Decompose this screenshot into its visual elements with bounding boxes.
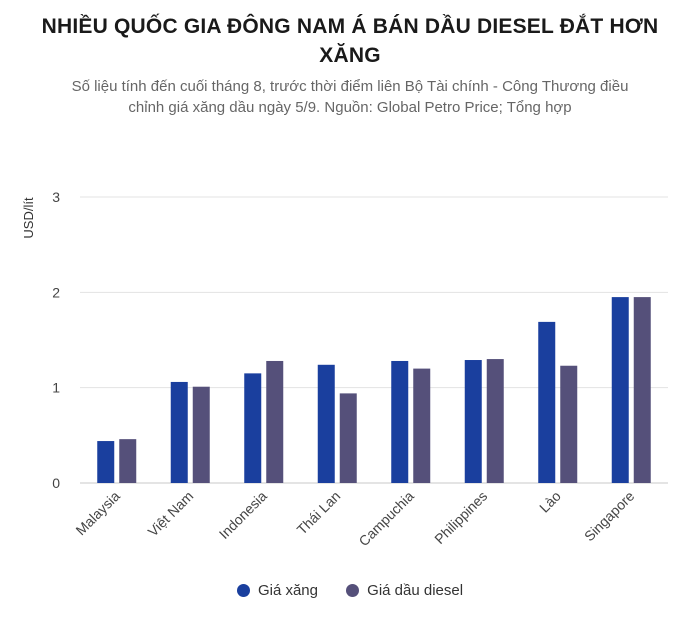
- y-tick-label: 2: [52, 284, 60, 300]
- legend: Giá xăng Giá dầu diesel: [0, 582, 700, 601]
- chart-subtitle: Số liệu tính đến cuối tháng 8, trước thờ…: [71, 78, 629, 116]
- bar-diesel-0: [119, 439, 137, 483]
- bar-diesel-2: [266, 360, 284, 483]
- legend-swatch-gasoline: [236, 584, 250, 597]
- x-tick-label: Lào: [536, 488, 564, 516]
- bar-diesel-4: [413, 368, 431, 483]
- x-tick-label: Philippines: [431, 488, 490, 547]
- legend-item-gasoline[interactable]: Giá xăng: [236, 582, 318, 599]
- legend-label-diesel: Giá dầu diesel: [367, 582, 464, 599]
- bar-gasoline-1: [170, 381, 188, 483]
- bar-gasoline-2: [244, 373, 262, 483]
- x-tick-label: Thái Lan: [294, 488, 344, 538]
- x-tick-label: Indonesia: [216, 488, 270, 542]
- x-tick-label: Malaysia: [72, 488, 123, 539]
- bar-diesel-1: [192, 386, 210, 483]
- bar-gasoline-7: [611, 297, 629, 483]
- y-axis-label: USD/lít: [21, 197, 36, 239]
- bar-diesel-3: [339, 393, 357, 483]
- bar-diesel-5: [486, 359, 504, 483]
- bar-gasoline-6: [538, 321, 556, 483]
- x-tick-label: Campuchia: [355, 488, 417, 550]
- legend-label-gasoline: Giá xăng: [257, 582, 318, 599]
- bar-gasoline-3: [317, 364, 335, 483]
- bar-diesel-6: [560, 365, 578, 483]
- bar-chart: 0 1 2 3 USD/lít Malaysia Việt Nam Indonesia Thái…: [21, 189, 668, 550]
- chart-title: NHIỀU QUỐC GIA ĐÔNG NAM Á BÁN DẦU DIESEL…: [41, 15, 659, 67]
- bar-diesel-7: [633, 297, 651, 483]
- bar-gasoline-0: [97, 441, 115, 483]
- x-tick-label: Việt Nam: [145, 488, 197, 540]
- bar-gasoline-4: [391, 360, 409, 483]
- y-tick-label: 3: [52, 189, 60, 205]
- y-tick-label: 1: [52, 380, 60, 396]
- y-tick-label: 0: [52, 475, 60, 491]
- bar-gasoline-5: [464, 360, 482, 483]
- legend-item-diesel[interactable]: Giá dầu diesel: [346, 582, 463, 599]
- x-tick-label: Singapore: [581, 488, 638, 545]
- legend-swatch-diesel: [346, 584, 360, 597]
